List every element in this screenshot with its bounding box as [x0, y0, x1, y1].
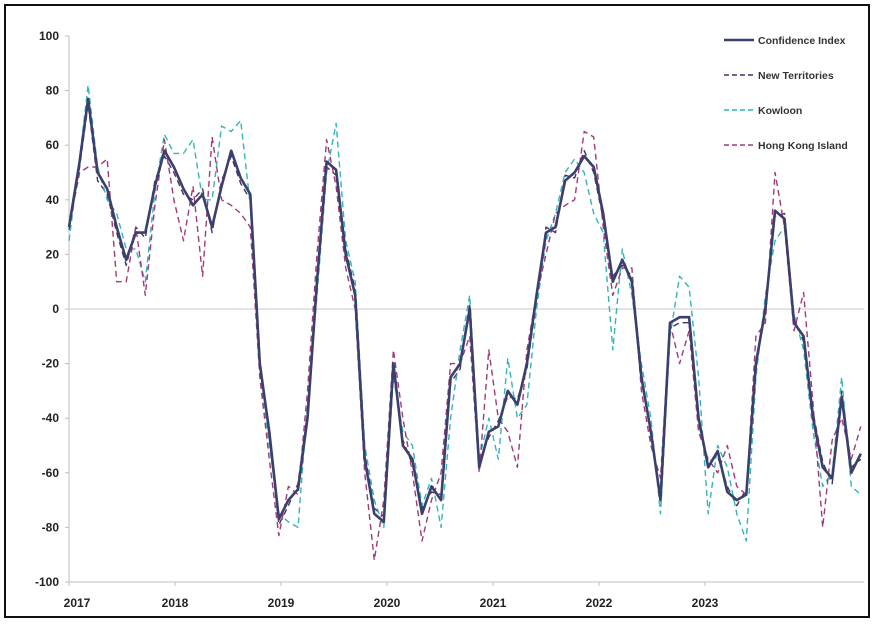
y-tick-label: -100 [35, 575, 59, 589]
legend-label: Hong Kong Island [758, 140, 848, 152]
y-tick-label: 0 [52, 302, 59, 316]
y-tick-label: 20 [46, 247, 60, 261]
y-tick-label: -20 [42, 357, 60, 371]
x-tick-label: 2019 [268, 596, 295, 610]
x-tick-label: 2017 [64, 596, 91, 610]
legend-label: Kowloon [758, 105, 802, 117]
series-lines [67, 84, 862, 561]
y-tick-label: -60 [42, 466, 60, 480]
line-chart: 100 80 60 40 20 0 -20 -40 -60 -80 -100 2017 2018 2019… [35, 29, 864, 610]
y-tick-label: 40 [46, 193, 60, 207]
y-tick-label: -80 [42, 520, 60, 534]
x-tick-label: 2020 [374, 596, 401, 610]
legend-label: Confidence Index [758, 35, 846, 47]
legend: Confidence Index New Territories Kowloon Ho… [724, 35, 848, 152]
x-tick-label: 2023 [692, 596, 719, 610]
axes: 100 80 60 40 20 0 -20 -40 -60 -80 -100 2017 2018 2019… [35, 29, 864, 610]
chart-frame: 100 80 60 40 20 0 -20 -40 -60 -80 -100 2017 2018 2019… [4, 4, 870, 618]
series-line-hong-kong-island [68, 130, 862, 561]
y-tick-label: -40 [42, 411, 60, 425]
series-line-confidence-index [67, 97, 862, 524]
series-line-new-territories [68, 103, 862, 526]
x-tick-label: 2022 [586, 596, 613, 610]
y-tick-label: 80 [46, 84, 60, 98]
x-tick-label: 2018 [162, 596, 189, 610]
y-tick-label: 60 [46, 138, 60, 152]
x-tick-label: 2021 [480, 596, 507, 610]
legend-label: New Territories [758, 70, 834, 82]
y-tick-label: 100 [39, 29, 59, 43]
series-line-kowloon [68, 84, 862, 542]
